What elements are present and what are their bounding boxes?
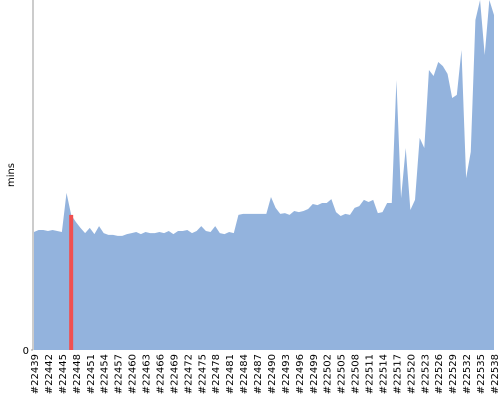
x-tick-label: #22457 xyxy=(114,354,125,394)
x-tick-label: #22526 xyxy=(434,354,445,394)
x-tick-label: #22439 xyxy=(30,354,41,394)
x-tick-label: #22493 xyxy=(281,354,292,394)
x-tick-label: #22532 xyxy=(462,354,473,394)
x-tick-label: #22538 xyxy=(490,354,500,394)
x-tick-label: #22466 xyxy=(155,354,166,394)
x-tick-label: #22487 xyxy=(253,354,264,394)
x-tick-label: #22463 xyxy=(142,354,153,394)
x-tick-label: #22451 xyxy=(86,354,97,394)
x-tick-label: #22481 xyxy=(225,354,236,394)
x-tick-label: #22523 xyxy=(420,354,431,394)
x-tick-label: #22478 xyxy=(211,354,222,394)
y-tick-label: 0 xyxy=(23,346,29,357)
x-tick-label: #22472 xyxy=(183,354,194,394)
x-tick-label: #22460 xyxy=(128,354,139,394)
x-tick-label: #22529 xyxy=(448,354,459,394)
x-tick-label: #22502 xyxy=(323,354,334,394)
x-tick-label: #22442 xyxy=(44,354,55,394)
x-tick-label: #22496 xyxy=(295,354,306,394)
x-tick-label: #22517 xyxy=(392,354,403,394)
x-tick-label: #22454 xyxy=(100,354,111,394)
x-tick-label: #22469 xyxy=(169,354,180,394)
x-tick-label: #22484 xyxy=(239,354,250,394)
y-axis-label: mins xyxy=(6,163,17,187)
x-tick-label: #22511 xyxy=(365,354,376,394)
area xyxy=(34,0,494,350)
x-tick-label: #22475 xyxy=(197,354,208,394)
x-tick-label: #22448 xyxy=(72,354,83,394)
x-tick-label: #22445 xyxy=(58,354,69,394)
x-tick-label: #22499 xyxy=(309,354,320,394)
x-tick-label: #22514 xyxy=(378,354,389,394)
x-tick-label: #22520 xyxy=(406,354,417,394)
x-tick-label: #22505 xyxy=(337,354,348,394)
x-tick-label: #22535 xyxy=(476,354,487,394)
highlight-bar xyxy=(69,214,74,350)
x-tick-label: #22490 xyxy=(267,354,278,394)
x-tick-label: #22508 xyxy=(351,354,362,394)
